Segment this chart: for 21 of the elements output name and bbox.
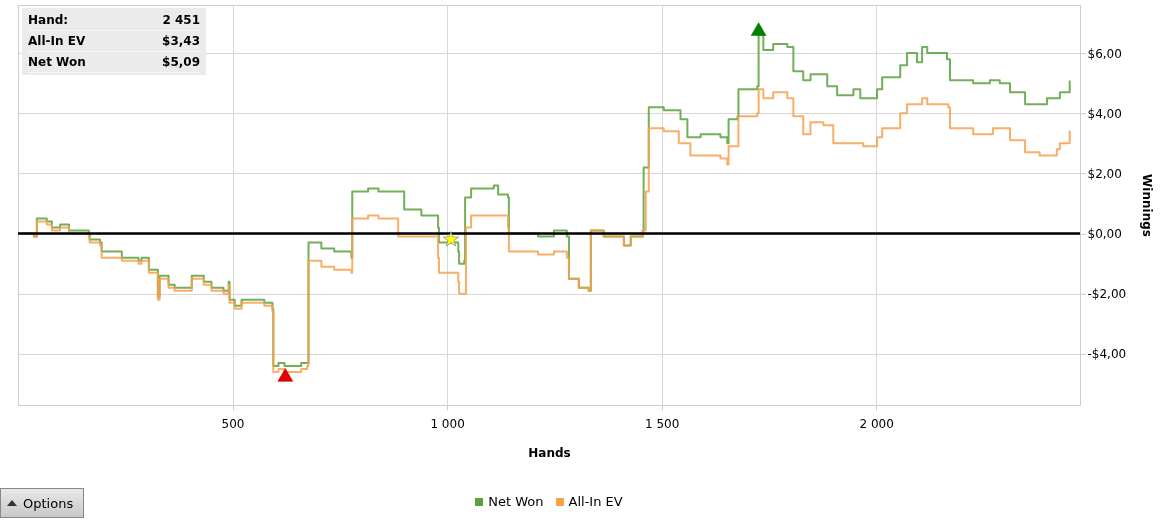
y-tick-label: $0,00 xyxy=(1087,227,1122,242)
legend-label: All-In EV xyxy=(567,494,623,509)
x-tick-label: 1 000 xyxy=(430,416,465,431)
annotation: Hand: xyxy=(28,10,118,31)
legend-label: Net Won xyxy=(487,494,544,509)
annotation: $5,09 xyxy=(118,52,200,73)
annotation: $3,43 xyxy=(118,31,200,52)
y-tick-label: $6,00 xyxy=(1087,46,1122,61)
annotation: All-In EV xyxy=(28,31,118,52)
y-tick-label: $4,00 xyxy=(1087,106,1122,121)
x-tick-label: 2 000 xyxy=(859,416,894,431)
y-axis-title: Winnings xyxy=(1140,174,1155,237)
y-tick-label: -$4,00 xyxy=(1087,347,1127,362)
annotation: Net Won xyxy=(28,52,118,73)
y-tick-label: -$2,00 xyxy=(1087,287,1127,302)
y-tick-label: $2,00 xyxy=(1087,166,1122,181)
x-tick-label: 1 500 xyxy=(644,416,680,431)
annotation: 2 451 xyxy=(118,10,200,31)
text: Options xyxy=(23,495,74,511)
x-tick-label: 500 xyxy=(221,416,245,431)
x-axis-title: Hands xyxy=(528,445,571,460)
